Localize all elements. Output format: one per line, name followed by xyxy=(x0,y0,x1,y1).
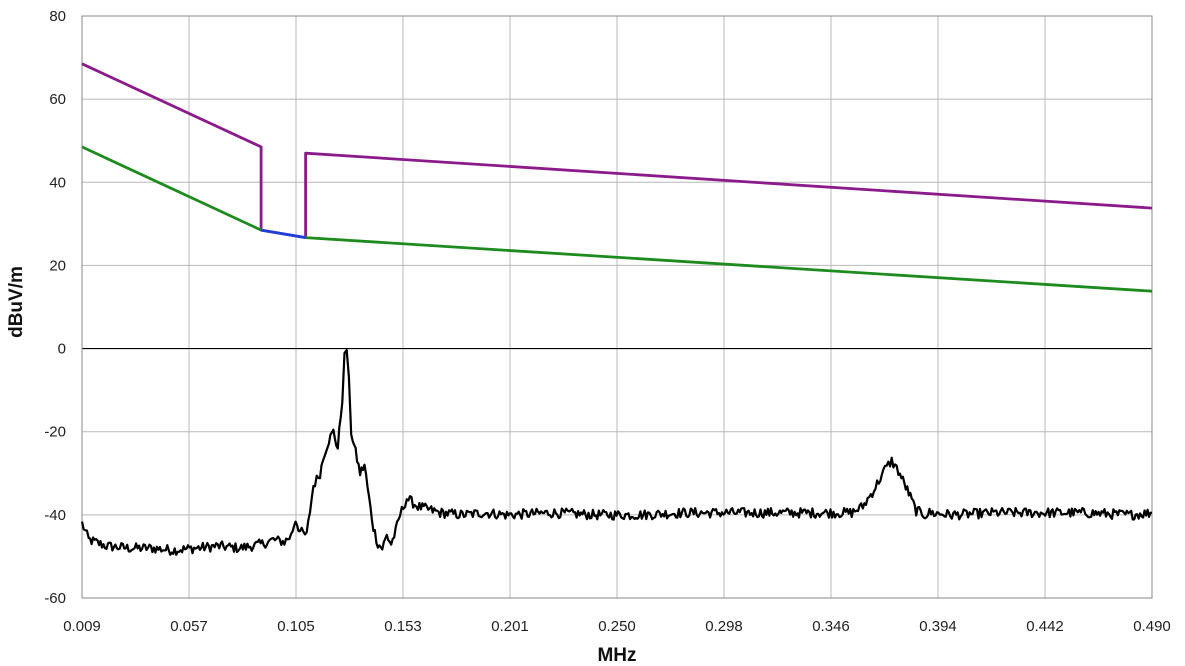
x-tick-label: 0.346 xyxy=(812,618,850,635)
x-tick-label: 0.009 xyxy=(63,618,101,635)
y-tick-label: -60 xyxy=(44,590,66,607)
x-tick-label: 0.057 xyxy=(170,618,208,635)
y-tick-label: 0 xyxy=(58,341,66,358)
y-tick-label: -40 xyxy=(44,507,66,524)
tick-labels: 0.009 0.057 0.105 0.153 0.201 0.250 0.298 0.346… xyxy=(44,8,1170,635)
x-tick-label: 0.250 xyxy=(598,618,636,635)
y-tick-label: 40 xyxy=(49,174,66,191)
y-tick-label: 60 xyxy=(49,91,66,108)
x-tick-label: 0.298 xyxy=(705,618,743,635)
series-line-green xyxy=(305,236,1153,293)
plot-frame xyxy=(81,15,1153,599)
series-line-black xyxy=(80,348,1153,556)
y-tick-label: -20 xyxy=(44,424,66,441)
x-tick-label: 0.153 xyxy=(384,618,422,635)
y-tick-label: 80 xyxy=(49,8,66,25)
x-tick-label: 0.201 xyxy=(491,618,529,635)
series-lines xyxy=(80,62,1153,556)
series-line-blue xyxy=(260,228,306,239)
y-tick-label: 20 xyxy=(49,257,66,274)
series-line-green xyxy=(81,145,262,232)
x-tick-label: 0.442 xyxy=(1026,618,1064,635)
x-axis-title: MHz xyxy=(597,645,636,666)
x-tick-label: 0.490 xyxy=(1133,618,1171,635)
x-tick-label: 0.105 xyxy=(277,618,315,635)
y-axis-title: dBuV/m xyxy=(6,266,27,338)
x-tick-label: 0.394 xyxy=(919,618,957,635)
